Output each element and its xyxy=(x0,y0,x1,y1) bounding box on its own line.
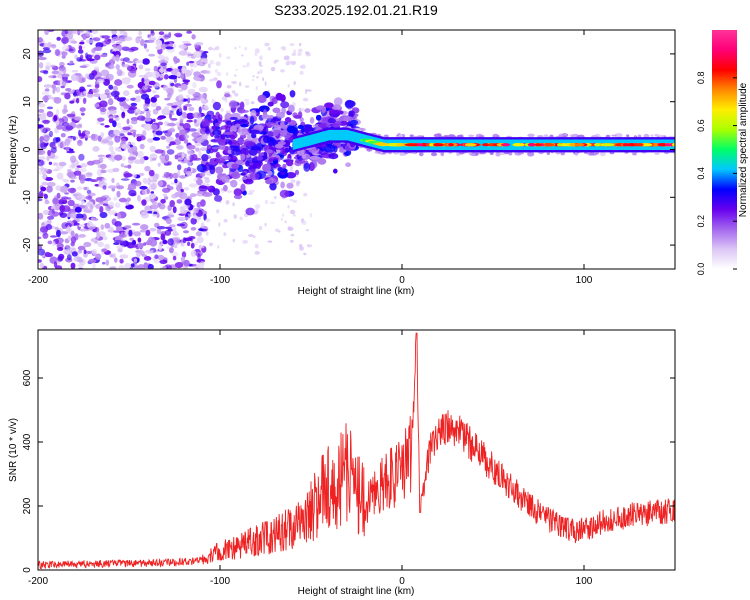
snr-series-line xyxy=(38,332,675,570)
y-tick-label: 400 xyxy=(22,433,33,450)
snr-ylabel: SNR (10 * v/v) xyxy=(8,418,19,482)
x-tick-label: 100 xyxy=(576,275,593,286)
colorbar-tick-label: 0.4 xyxy=(696,167,706,180)
y-tick-label: 20 xyxy=(22,48,33,60)
x-tick-label: 100 xyxy=(576,576,593,587)
x-tick-label: -200 xyxy=(28,275,48,286)
spectrogram-xlabel: Height of straight line (km) xyxy=(298,286,415,297)
spectrogram-heatmap xyxy=(38,30,675,269)
y-tick-label: -10 xyxy=(22,190,33,205)
y-tick-label: 0 xyxy=(22,567,33,573)
y-tick-label: 0 xyxy=(22,146,33,152)
colorbar-tick-label: 0.2 xyxy=(696,215,706,228)
snr-plot-area xyxy=(38,330,675,570)
snr-ticks: -200 -100 0 100 0 200 400 600 xyxy=(22,330,675,587)
y-tick-label: 10 xyxy=(22,96,33,108)
colorbar-label: Normalized spectral amplitude xyxy=(738,82,749,217)
colorbar-tick-label: 0.8 xyxy=(696,72,706,85)
colorbar-tick-label: 0.6 xyxy=(696,119,706,132)
colorbar: 0.0 0.2 0.4 0.6 0.8 Normalized spectral ampl… xyxy=(696,30,749,275)
colorbar-tick-label: 0.0 xyxy=(696,263,706,276)
y-tick-label: 600 xyxy=(22,369,33,386)
x-tick-label: 0 xyxy=(399,576,405,587)
x-tick-label: -100 xyxy=(210,275,230,286)
spectrogram-ylabel: Frequency (Hz) xyxy=(8,116,19,185)
snr-xlabel: Height of straight line (km) xyxy=(298,586,415,597)
x-tick-label: -200 xyxy=(28,576,48,587)
colorbar-gradient xyxy=(712,30,737,269)
x-tick-label: -100 xyxy=(210,576,230,587)
x-tick-label: 0 xyxy=(399,275,405,286)
colorbar-ticks: 0.0 0.2 0.4 0.6 0.8 xyxy=(696,72,737,276)
y-tick-label: 200 xyxy=(22,497,33,514)
chart-title: S233.2025.192.01.21.R19 xyxy=(274,2,438,18)
snr-frame xyxy=(37,329,676,571)
y-tick-label: -20 xyxy=(22,237,33,252)
snr-panel: -200 -100 0 100 0 200 400 600 Height of straigh… xyxy=(8,329,676,597)
